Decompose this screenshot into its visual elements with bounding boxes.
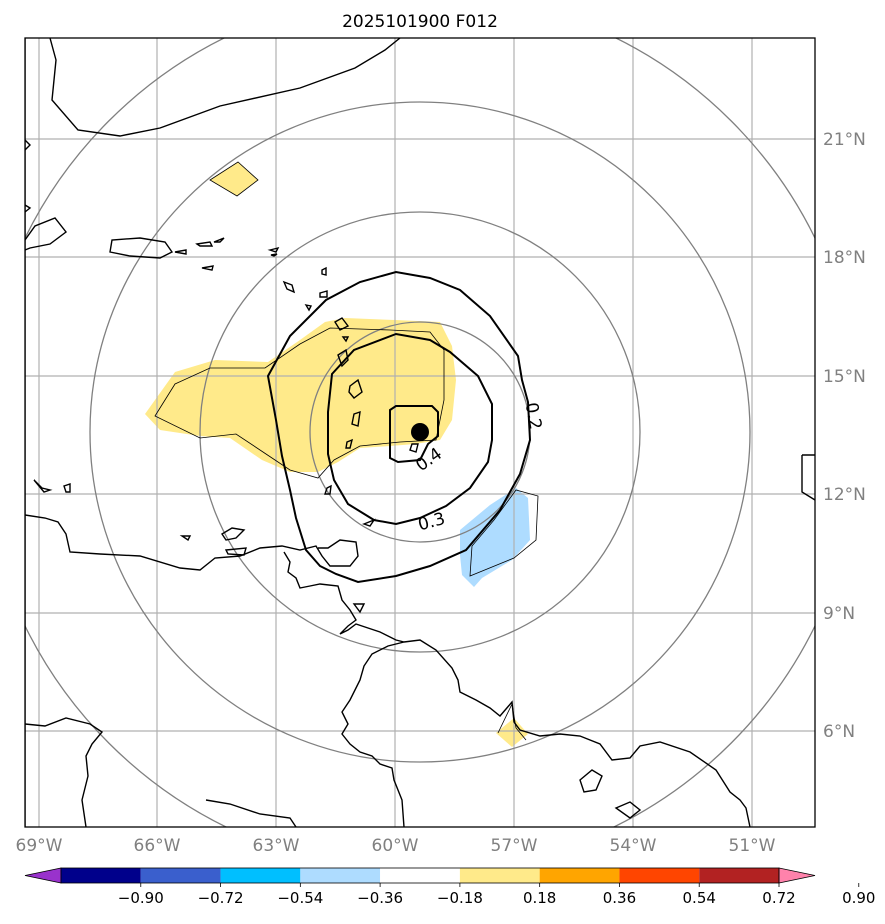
colorbar: −0.90 −0.72 −0.54 −0.36 −0.18 0.18 0.36 0.54 0.7… xyxy=(24,867,875,907)
lat-label: 21°N xyxy=(823,130,866,150)
region-outlines xyxy=(154,161,539,741)
colorbar-tick-label: −0.72 xyxy=(198,889,244,907)
contours xyxy=(266,270,532,584)
colorbar-extend-high xyxy=(778,867,816,884)
colorbar-tick-label: 0.54 xyxy=(683,889,716,907)
colorbar-tick-label: 0.18 xyxy=(523,889,556,907)
colorbar-segment xyxy=(539,868,620,883)
colorbar-segment xyxy=(300,868,381,883)
colorbar-segment xyxy=(140,868,221,883)
lon-label: 54°W xyxy=(610,836,657,856)
colorbar-tick-label: −0.36 xyxy=(357,889,403,907)
gridlines xyxy=(25,38,815,827)
figure-title: 2025101900 F012 xyxy=(342,12,498,32)
colorbar-outline xyxy=(60,867,780,884)
lon-label: 63°W xyxy=(253,836,300,856)
lat-label: 6°N xyxy=(823,722,855,742)
lat-label: 15°N xyxy=(823,367,866,387)
colorbar-segment xyxy=(619,868,700,883)
positive-shade-south xyxy=(496,718,528,747)
positive-shade-main xyxy=(145,318,456,472)
longitude-labels: 69°W 66°W 63°W 60°W 57°W 54°W 51°W xyxy=(16,836,776,856)
colorbar-tick-label: 0.72 xyxy=(762,889,795,907)
colorbar-tick-label: −0.90 xyxy=(118,889,164,907)
colorbar-tick-label: −0.18 xyxy=(437,889,483,907)
colorbar-tick-label: 0.90 xyxy=(842,889,875,907)
lon-label: 57°W xyxy=(491,836,538,856)
contour-0.4 xyxy=(389,405,439,464)
lon-label: 60°W xyxy=(372,836,419,856)
lon-label: 51°W xyxy=(729,836,776,856)
lon-label: 66°W xyxy=(134,836,181,856)
colorbar-segment xyxy=(220,868,301,883)
colorbar-tick-label: −0.54 xyxy=(277,889,323,907)
colorbar-segment xyxy=(380,868,460,883)
coastlines xyxy=(25,38,815,827)
lat-label: 12°N xyxy=(823,485,866,505)
positive-shade-north xyxy=(210,162,258,196)
contour-0.2 xyxy=(266,270,532,584)
colorbar-segment xyxy=(61,868,141,883)
lat-label: 9°N xyxy=(823,604,855,624)
map-area: 0.2 0.3 0.4 xyxy=(25,38,815,827)
colorbar-segment xyxy=(459,868,540,883)
colorbar-extend-low xyxy=(24,867,62,884)
contour-label-0.2: 0.2 xyxy=(521,401,545,431)
contour-0.3 xyxy=(327,332,493,526)
latitude-labels: 21°N 18°N 15°N 12°N 9°N 6°N xyxy=(823,130,866,742)
colorbar-tick-label: 0.36 xyxy=(603,889,636,907)
lat-label: 18°N xyxy=(823,248,866,268)
storm-center-marker xyxy=(411,423,429,441)
lon-label: 69°W xyxy=(16,836,63,856)
colorbar-segment xyxy=(699,868,779,883)
negative-shade xyxy=(460,488,530,587)
map-frame xyxy=(24,37,816,828)
